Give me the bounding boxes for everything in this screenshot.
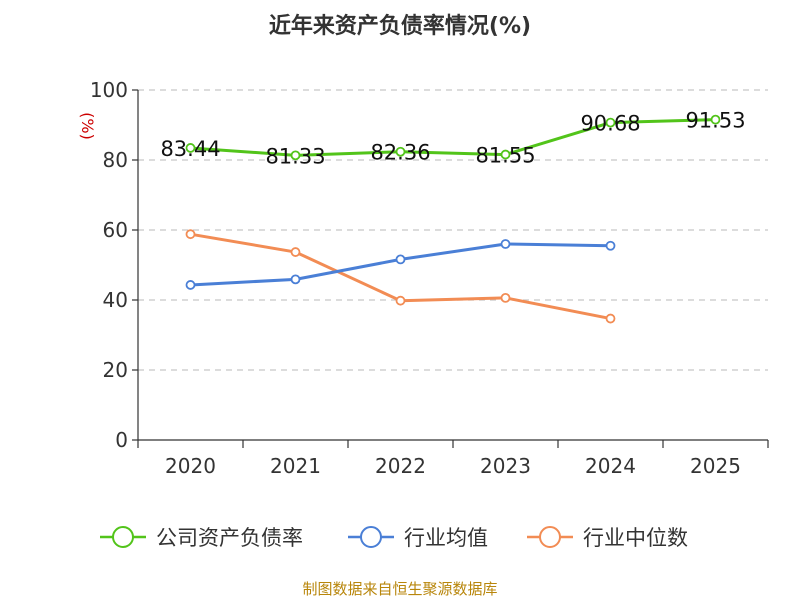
data-point-1 [185, 280, 196, 290]
y-tick-label: 60 [103, 218, 128, 242]
source-note: 制图数据来自恒生聚源数据库 [302, 580, 497, 598]
data-point-1 [395, 254, 406, 265]
x-tick-label: 2022 [375, 454, 426, 478]
x-tick-label: 2023 [480, 454, 531, 478]
legend-label: 行业均值 [404, 526, 488, 550]
data-labels: 83.44 81.33 82.36 81.55 90.68 91.53 [160, 109, 745, 169]
data-label: 90.68 [580, 112, 640, 136]
data-point-2 [500, 292, 511, 303]
series-line-2 [190, 232, 611, 321]
data-point-0 [605, 117, 616, 128]
x-tick-label: 2024 [585, 454, 636, 478]
legend-item-1[interactable]: 行业均值 [348, 526, 488, 550]
data-point-2 [290, 247, 301, 257]
data-point-2 [185, 229, 196, 240]
y-tick-label: 80 [103, 148, 128, 172]
data-point-1 [605, 240, 616, 251]
y-tick-label: 40 [103, 288, 128, 312]
legend-item-2[interactable]: 行业中位数 [527, 526, 688, 550]
data-point-0 [290, 150, 301, 161]
series [185, 114, 721, 324]
data-point-0 [395, 146, 406, 157]
data-point-2 [605, 313, 616, 324]
legend-marker [112, 526, 134, 548]
data-label: 83.44 [160, 137, 220, 161]
legend-label: 行业中位数 [583, 526, 688, 550]
legend-marker [539, 526, 561, 548]
legend-marker [360, 526, 382, 548]
legend-label: 公司资产负债率 [156, 526, 303, 550]
data-label: 91.53 [685, 109, 745, 133]
data-point-2 [395, 295, 406, 306]
x-tick-label: 2020 [165, 454, 216, 478]
series-line-0 [190, 118, 716, 157]
data-label: 81.33 [265, 144, 325, 168]
x-tick-label: 2021 [270, 454, 321, 478]
axes: 0 20 40 60 80 100 2020 2021 2022 2023 2024 2025 [90, 78, 769, 478]
data-point-0 [185, 143, 196, 153]
data-point-0 [710, 114, 721, 125]
data-label: 81.55 [475, 144, 535, 168]
series-line-1 [190, 242, 611, 287]
data-point-1 [290, 274, 301, 285]
data-point-1 [500, 239, 511, 249]
legend[interactable]: 公司资产负债率 行业均值 行业中位数 [100, 526, 688, 550]
y-axis-label: (%) [78, 112, 97, 140]
grid-lines [138, 89, 768, 371]
y-tick-label: 20 [103, 358, 128, 382]
y-tick-label: 100 [90, 78, 128, 102]
data-point-0 [500, 149, 511, 160]
legend-item-0[interactable]: 公司资产负债率 [100, 526, 303, 550]
data-label: 82.36 [370, 141, 430, 165]
y-tick-label: 0 [115, 428, 128, 452]
x-tick-label: 2025 [690, 454, 741, 478]
chart-title: 近年来资产负债率情况(%) [269, 13, 531, 39]
